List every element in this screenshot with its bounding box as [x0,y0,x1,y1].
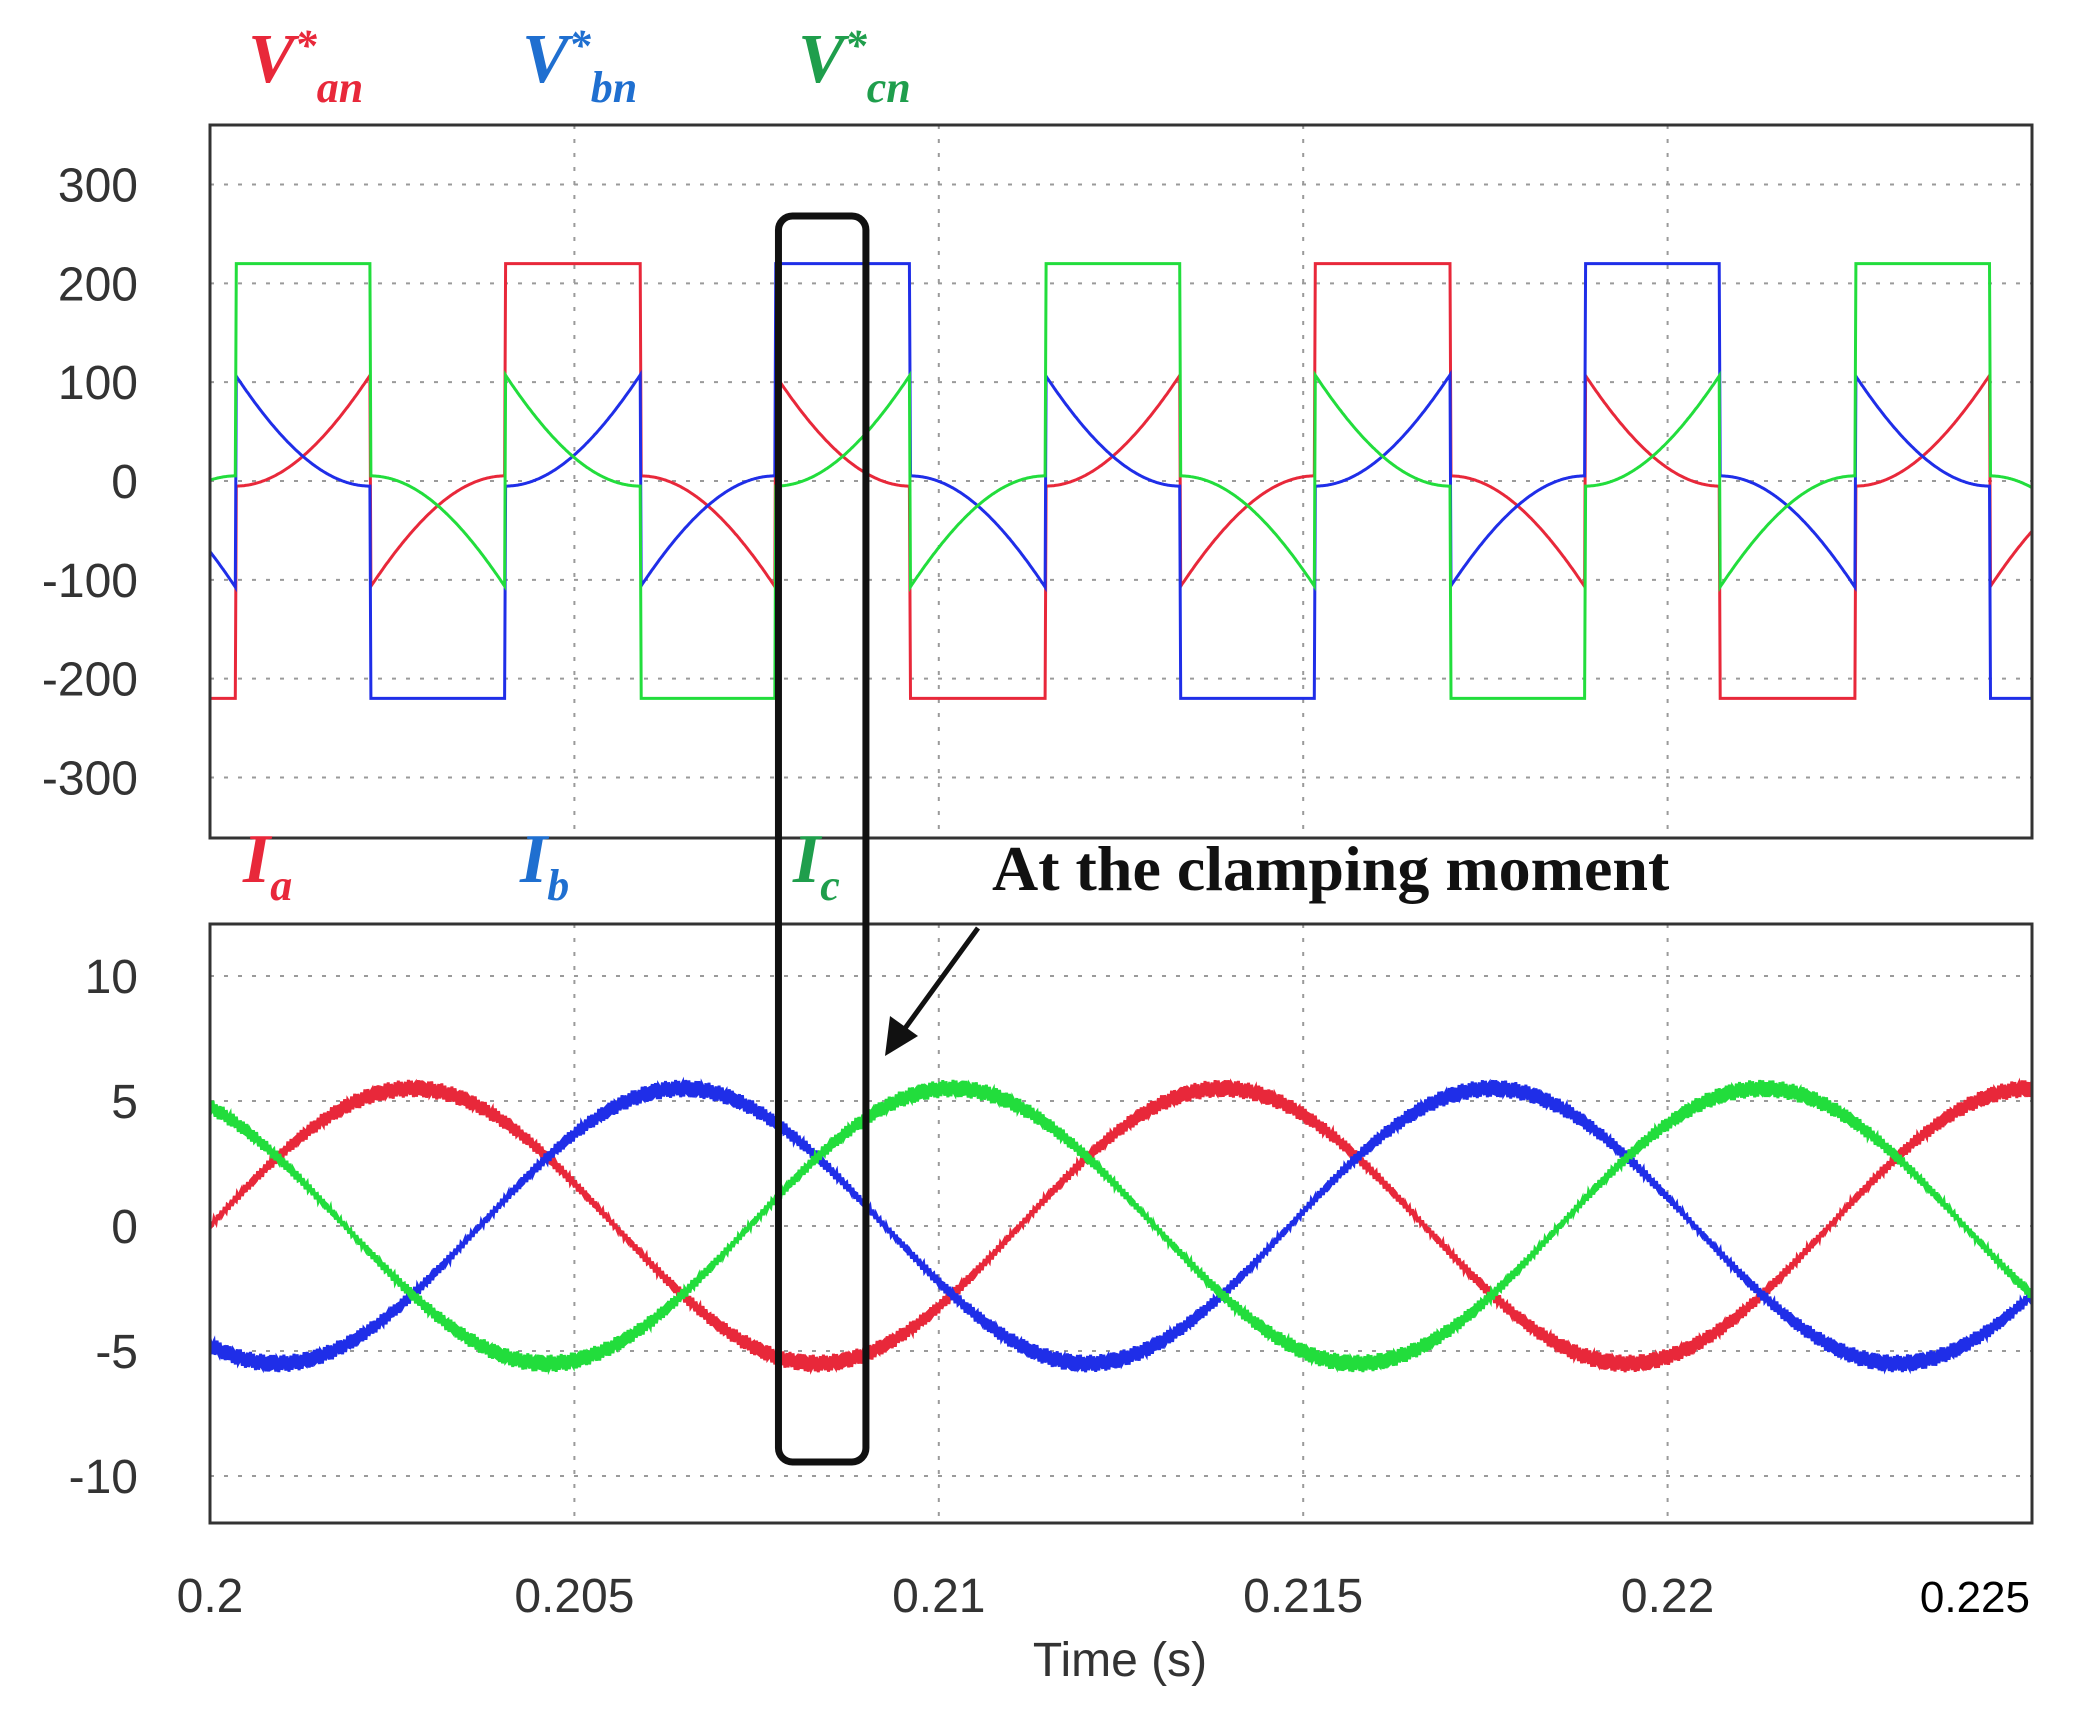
voltage-series [208,262,2034,700]
current-plot: 10 5 0 -5 -10 0.2 0.205 0.21 0.215 0.22 0.225 [69,922,2034,1623]
legend-i-b: Ib [519,821,569,910]
current-line-Ib [208,1076,2034,1375]
current-plot-frame [208,922,2034,1525]
x-tick-label: 0.205 [514,1570,634,1623]
voltage-plot: 300 200 100 0 -100 -200 -300 [42,123,2034,840]
x-tick-label: 0.21 [892,1570,985,1623]
v-y-tick-label: -200 [42,654,138,707]
voltage-plot-frame [208,123,2034,840]
current-line-Ia [208,1077,2034,1375]
i-y-tick-label: 0 [111,1201,138,1254]
x-tick-label: 0.215 [1243,1570,1363,1623]
x-tick-label: 0.2 [177,1570,244,1623]
voltage-line-Vstar-bn [208,262,2032,700]
v-y-tick-label: 0 [111,456,138,509]
legend-v-cn: V*cn [798,21,911,112]
v-y-tick-label: -300 [42,752,138,805]
current-series [208,1076,2034,1376]
voltage-y-ticks: 300 200 100 0 -100 -200 -300 [42,160,138,806]
current-y-ticks: 10 5 0 -5 -10 [69,951,138,1504]
legend-v-an: V*an [248,21,363,112]
current-legend: Ia Ib Ic [242,821,840,910]
annotation-arrow [885,926,981,1056]
legend-v-bn: V*bn [522,21,637,112]
x-axis-label: Time (s) [1033,1634,1207,1687]
legend-i-a: Ia [242,821,292,910]
x-ticks: 0.2 0.205 0.21 0.215 0.22 0.225 [177,1570,2030,1623]
voltage-line-Vstar-an [210,262,2034,700]
x-tick-label: 0.225 [1920,1573,2030,1622]
clamping-highlight-box [774,212,870,1466]
voltage-legend: V*an V*bn V*cn [248,21,911,112]
x-tick-label: 0.22 [1621,1570,1714,1623]
v-y-tick-label: 200 [58,258,138,311]
i-y-tick-label: 10 [85,951,138,1004]
voltage-grid [210,125,2032,838]
voltage-line-Vstar-cn [209,262,2033,700]
i-y-tick-label: -10 [69,1451,138,1504]
i-y-tick-label: -5 [95,1326,138,1379]
i-y-tick-label: 5 [111,1076,138,1129]
current-line-Ic [208,1079,2034,1376]
v-y-tick-label: 100 [58,357,138,410]
annotation-text: At the clamping moment [992,833,1670,904]
legend-i-c: Ic [792,821,840,910]
v-y-tick-label: -100 [42,555,138,608]
v-y-tick-label: 300 [58,160,138,213]
